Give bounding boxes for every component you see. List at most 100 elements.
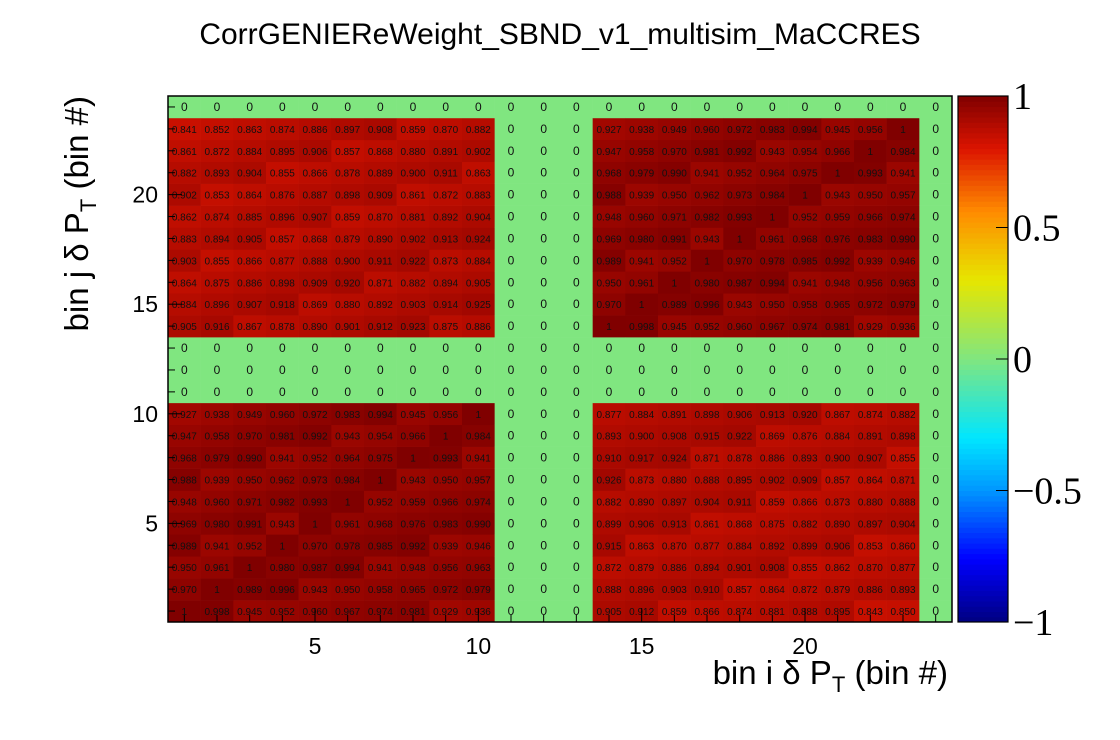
heatmap-cell-label: 0.924 <box>466 234 491 245</box>
heatmap-cell-label: 0.962 <box>694 191 719 202</box>
heatmap-cell-label: 0 <box>932 407 939 421</box>
heatmap-cell <box>625 96 659 119</box>
heatmap-cell-label: 0 <box>540 100 547 114</box>
heatmap-cell-label: 0 <box>932 516 939 530</box>
heatmap-cell-label: 0.983 <box>858 234 883 245</box>
heatmap-cell-label: 0.950 <box>596 278 621 289</box>
heatmap-cell <box>560 161 593 184</box>
heatmap-cell <box>168 249 201 272</box>
heatmap-cell-label: 0.952 <box>237 541 262 552</box>
heatmap-cell-label: 0 <box>475 341 482 355</box>
heatmap-cell-label: 0.893 <box>792 454 817 465</box>
heatmap-cell <box>364 600 397 623</box>
y-tick-label: 10 <box>132 401 158 427</box>
heatmap-cell <box>266 556 299 579</box>
heatmap-cell-label: 0.868 <box>727 519 752 530</box>
heatmap-cell <box>331 359 365 382</box>
heatmap-cell-label: 0 <box>867 100 874 114</box>
heatmap-cell <box>233 534 267 557</box>
heatmap-cell <box>625 183 659 206</box>
heatmap-cell-label: 0.872 <box>792 585 817 596</box>
heatmap-cell-label: 0.862 <box>172 213 197 224</box>
heatmap-cell-label: 0.954 <box>368 432 393 443</box>
heatmap-cell <box>788 227 822 250</box>
heatmap-cell-label: 0.968 <box>596 169 621 180</box>
heatmap-cell-label: 0.927 <box>172 410 197 421</box>
heatmap-cell-label: 0.898 <box>694 410 719 421</box>
heatmap-cell <box>723 359 757 382</box>
heatmap-cell-label: 0.901 <box>335 322 360 333</box>
heatmap-cell-label: 0 <box>769 385 776 399</box>
heatmap-cell <box>658 293 691 316</box>
heatmap-cell-label: 0.949 <box>237 410 262 421</box>
heatmap-cell <box>233 117 267 141</box>
heatmap-cell-label: 0 <box>442 100 449 114</box>
palette-band <box>958 569 1008 576</box>
heatmap-cell <box>658 205 691 228</box>
heatmap-cell-label: 0.909 <box>368 191 393 202</box>
heatmap-cell <box>494 490 528 513</box>
heatmap-cell-label: 0.892 <box>433 213 458 224</box>
heatmap-cell-label: 0.886 <box>760 454 785 465</box>
heatmap-cell-label: 0 <box>769 100 776 114</box>
heatmap-cell-label: 0 <box>508 407 515 421</box>
heatmap-cell <box>886 446 920 469</box>
heatmap-cell-label: 0 <box>442 363 449 377</box>
heatmap-cell-label: 0.938 <box>629 125 654 136</box>
heatmap-cell <box>658 578 691 601</box>
heatmap-cell-label: 0.983 <box>433 519 458 530</box>
heatmap-cell <box>658 402 691 426</box>
heatmap-cell-label: 0 <box>573 253 580 267</box>
palette-band <box>958 301 1008 307</box>
heatmap-cell <box>298 337 332 360</box>
heatmap-cell-label: 0.880 <box>400 147 425 158</box>
heatmap-cell <box>756 227 789 250</box>
heatmap-cell <box>592 556 626 579</box>
heatmap-cell <box>919 490 953 513</box>
heatmap-cell-label: 0.899 <box>596 519 621 530</box>
heatmap-cell <box>658 556 691 579</box>
heatmap-cell-label: 0 <box>932 560 939 574</box>
heatmap-cell <box>462 424 495 447</box>
heatmap-cell-label: 0.882 <box>792 519 817 530</box>
heatmap-cell-label: 0 <box>344 385 351 399</box>
palette-band <box>958 243 1008 250</box>
heatmap-cell <box>592 534 626 557</box>
heatmap-cell <box>266 337 299 360</box>
palette-band <box>958 474 1008 481</box>
heatmap-cell-label: 0.908 <box>662 432 687 443</box>
heatmap-cell <box>821 337 855 360</box>
heatmap-cell <box>756 380 789 404</box>
heatmap-cell-label: 0 <box>508 560 515 574</box>
heatmap-cell <box>331 424 365 447</box>
heatmap-cell-label: 0 <box>573 538 580 552</box>
heatmap-cell <box>462 227 495 250</box>
heatmap-cell-label: 0 <box>279 385 286 399</box>
heatmap-cell <box>364 96 397 119</box>
heatmap-cell-label: 0.905 <box>172 322 197 333</box>
heatmap-cell-label: 0.881 <box>400 213 425 224</box>
heatmap-cell <box>756 556 789 579</box>
heatmap-cell <box>429 512 463 535</box>
heatmap-cell <box>364 205 397 228</box>
heatmap-cell <box>788 380 822 404</box>
heatmap-cell-label: 0.966 <box>825 147 850 158</box>
heatmap-cell <box>396 402 430 426</box>
heatmap-cell-label: 0.952 <box>727 169 752 180</box>
heatmap-cell-label: 0 <box>540 363 547 377</box>
heatmap-cell <box>364 446 397 469</box>
heatmap-cell <box>788 359 822 382</box>
heatmap-cell-label: 0.860 <box>890 541 915 552</box>
heatmap-cell <box>462 556 495 579</box>
heatmap-cell-label: 0.884 <box>727 541 752 552</box>
heatmap-cell <box>592 402 626 426</box>
heatmap-cell <box>527 161 561 184</box>
heatmap-cell <box>592 600 626 623</box>
heatmap-cell <box>854 578 887 601</box>
heatmap-cell-label: 0.873 <box>629 476 654 487</box>
palette-band <box>958 132 1008 139</box>
heatmap-cell <box>560 183 593 206</box>
heatmap-cell-label: 0.958 <box>204 432 229 443</box>
heatmap-cell-label: 0 <box>540 560 547 574</box>
heatmap-cell-label: 0.886 <box>466 322 491 333</box>
